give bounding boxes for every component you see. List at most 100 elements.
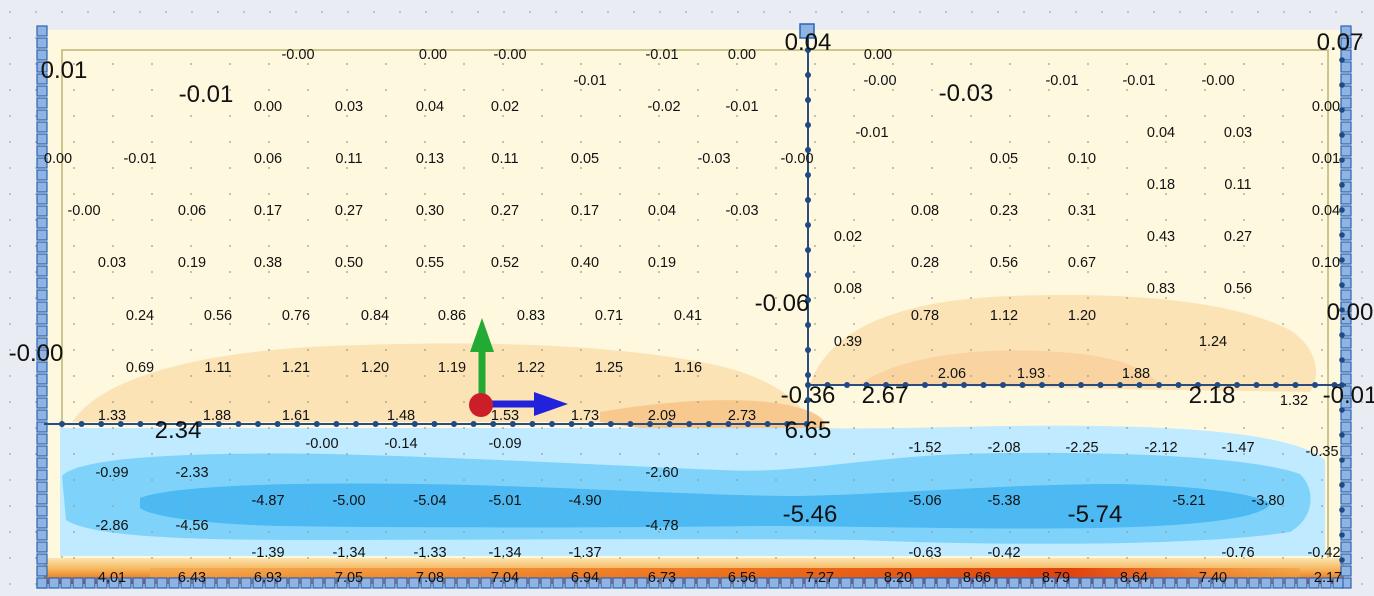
contour-value-label: 0.19: [178, 255, 206, 271]
contour-value-label: -0.00: [863, 73, 896, 89]
contour-value-label: 1.33: [98, 408, 126, 424]
contour-value-label: 2.06: [938, 366, 966, 382]
contour-value-label: -1.37: [568, 545, 601, 561]
contour-value-label: -2.86: [95, 518, 128, 534]
contour-value-label: 0.18: [1147, 177, 1175, 193]
contour-value-label: 0.06: [178, 203, 206, 219]
contour-value-label: -0.02: [647, 99, 680, 115]
contour-value-label: 1.24: [1199, 334, 1227, 350]
contour-value-label: 0.50: [335, 255, 363, 271]
contour-value-label: 0.00: [419, 47, 447, 63]
x-axis-arrowhead[interactable]: [534, 392, 568, 416]
contour-value-label: -5.00: [332, 493, 365, 509]
contour-value-label: 0.08: [911, 203, 939, 219]
contour-value-label: 1.53: [491, 408, 519, 424]
contour-value-label: -5.01: [488, 493, 521, 509]
contour-value-label: -0.00: [281, 47, 314, 63]
contour-value-label: -0.01: [645, 47, 678, 63]
contour-value-label: -0.42: [987, 545, 1020, 561]
contour-value-label: -3.80: [1251, 493, 1284, 509]
contour-value-label: -1.34: [488, 545, 521, 561]
mesh-nodes[interactable]: [59, 47, 1345, 563]
contour-value-label: 1.93: [1017, 366, 1045, 382]
contour-value-label: 4.01: [98, 570, 126, 586]
contour-value-label: 0.41: [674, 308, 702, 324]
contour-value-label: -5.74: [1068, 501, 1123, 528]
contour-value-label: 7.40: [1199, 570, 1227, 586]
contour-value-label: 0.23: [990, 203, 1018, 219]
contour-value-label: -0.09: [488, 436, 521, 452]
contour-value-label: 7.27: [806, 570, 834, 586]
contour-value-label: -0.00: [780, 151, 813, 167]
contour-value-label: 8.64: [1120, 570, 1148, 586]
boundary-supports: [36, 23, 1352, 589]
contour-value-label: 0.43: [1147, 229, 1175, 245]
contour-value-label: -0.01: [1045, 73, 1078, 89]
contour-value-label: -4.90: [568, 493, 601, 509]
contour-value-label: 0.78: [911, 308, 939, 324]
contour-value-label: -0.00: [305, 436, 338, 452]
contour-value-label: 0.27: [491, 203, 519, 219]
contour-value-label: 0.76: [282, 308, 310, 324]
contour-value-label: 0.00: [728, 47, 756, 63]
contour-value-label: -0.01: [1122, 73, 1155, 89]
contour-value-label: 0.03: [98, 255, 126, 271]
contour-value-label: -0.03: [697, 151, 730, 167]
contour-value-label: 8.20: [884, 570, 912, 586]
contour-value-label: 0.30: [416, 203, 444, 219]
contour-value-label: -4.87: [251, 493, 284, 509]
contour-value-label: 0.07: [1317, 29, 1364, 56]
contour-value-label: 0.04: [648, 203, 676, 219]
contour-value-label: -5.04: [413, 493, 446, 509]
contour-value-label: 8.66: [963, 570, 991, 586]
contour-value-label: 8.79: [1042, 570, 1070, 586]
y-axis-arrowhead[interactable]: [470, 318, 494, 352]
contour-value-label: 0.01: [1312, 151, 1340, 167]
axis-origin-sphere[interactable]: [469, 393, 493, 417]
contour-value-label: -5.21: [1172, 493, 1205, 509]
contour-value-label: 2.09: [648, 408, 676, 424]
contour-value-label: 7.05: [335, 570, 363, 586]
contour-value-label: -5.38: [987, 493, 1020, 509]
contour-value-label: -0.35: [1305, 444, 1338, 460]
contour-value-label: 0.17: [571, 203, 599, 219]
contour-value-label: 1.22: [517, 360, 545, 376]
compression-contour-zones: [60, 425, 1325, 556]
contour-value-label: -1.33: [413, 545, 446, 561]
contour-value-label: 2.34: [155, 417, 202, 444]
contour-value-label: 0.84: [361, 308, 389, 324]
contour-value-label: 7.04: [491, 570, 519, 586]
contour-value-label: 1.73: [571, 408, 599, 424]
contour-value-label: -0.76: [1221, 545, 1254, 561]
contour-value-label: 6.43: [178, 570, 206, 586]
contour-value-label: 0.27: [1224, 229, 1252, 245]
axis-gizmo[interactable]: [469, 318, 568, 417]
contour-value-label: -0.00: [9, 340, 64, 367]
tension-contour-zones: [72, 295, 1316, 437]
contour-value-label: 0.17: [254, 203, 282, 219]
contour-value-label: -2.60: [645, 465, 678, 481]
contour-value-label: 6.93: [254, 570, 282, 586]
contour-value-label: -5.06: [908, 493, 941, 509]
contour-value-label: 1.25: [595, 360, 623, 376]
contour-value-label: 2.17: [1314, 570, 1342, 586]
contour-value-label: 0.04: [785, 29, 832, 56]
contour-value-label: 0.31: [1068, 203, 1096, 219]
contour-value-label: -0.42: [1307, 545, 1340, 561]
contour-value-label: -1.39: [251, 545, 284, 561]
contour-value-label: -0.01: [573, 73, 606, 89]
contour-value-label: 0.02: [491, 99, 519, 115]
contour-value-label: 0.00: [44, 151, 72, 167]
contour-value-label: 0.83: [1147, 281, 1175, 297]
contour-value-label: 2.73: [728, 408, 756, 424]
contour-value-label: -4.78: [645, 518, 678, 534]
contour-value-label: 0.10: [1312, 255, 1340, 271]
contour-value-label: 6.94: [571, 570, 599, 586]
contour-value-label: -0.63: [908, 545, 941, 561]
contour-value-label: 0.27: [335, 203, 363, 219]
contour-value-label: 2.18: [1189, 382, 1236, 409]
contour-value-label: 1.48: [387, 408, 415, 424]
contour-value-label: -1.52: [908, 440, 941, 456]
